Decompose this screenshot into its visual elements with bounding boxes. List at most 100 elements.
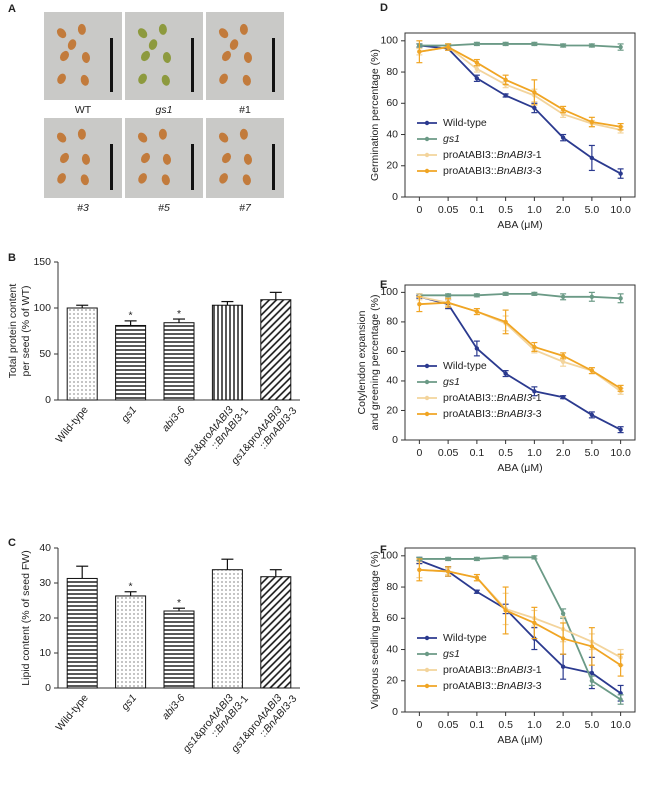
x-tick-label: 0 [416, 204, 422, 216]
x-axis-label: ABA (μM) [497, 462, 542, 474]
bar [211, 304, 243, 401]
y-tick-label: 10 [39, 647, 51, 659]
point [474, 556, 480, 562]
scale-bar [272, 38, 275, 92]
x-tick-label: 0 [416, 447, 422, 459]
y-axis-label: and greening percentage (%) [369, 294, 381, 430]
legend-label: proAtABI3::BnABI3-3 [443, 165, 542, 177]
point [503, 319, 508, 325]
y-tick-label: 150 [33, 256, 51, 268]
y-tick-label: 80 [386, 581, 398, 593]
point [560, 43, 566, 48]
plot-frame [404, 284, 636, 441]
series-line [419, 43, 621, 48]
point [503, 291, 508, 297]
y-tick-label: 0 [45, 682, 51, 694]
seed [158, 23, 167, 35]
scale-bar [272, 144, 275, 190]
x-tick-label: 0.5 [498, 204, 513, 216]
seed [57, 73, 66, 85]
bar [115, 324, 147, 401]
panel-letter: F [380, 544, 387, 556]
x-tick-label: 1.0 [527, 719, 542, 731]
x-tick-label: Wild-type [53, 404, 90, 445]
y-axis-label: Total protein content [7, 284, 19, 379]
y-tick-label: 100 [33, 302, 51, 314]
bar [260, 576, 292, 689]
seed [239, 23, 248, 35]
y-tick-label: 0 [45, 394, 51, 406]
photo-label: WT [75, 104, 92, 116]
y-tick-label: 20 [386, 404, 398, 416]
legend-marker [424, 395, 430, 401]
seed [138, 173, 147, 184]
seed [243, 52, 253, 63]
seed [80, 174, 89, 186]
scale-bar [191, 38, 194, 92]
bar [211, 569, 243, 689]
y-tick-label: 100 [380, 550, 398, 562]
seed [137, 28, 148, 39]
seed [77, 23, 86, 35]
y-tick-label: 30 [39, 577, 51, 589]
y-axis-label: Germination percentage (%) [369, 49, 381, 181]
x-tick-label: 2.0 [556, 719, 571, 731]
x-tick-label: abi3-6 [159, 404, 187, 434]
series-line [419, 292, 621, 300]
y-tick-label: 60 [386, 612, 398, 624]
point [560, 107, 566, 112]
bar [115, 595, 147, 689]
scale-bar [110, 144, 113, 190]
point [589, 412, 595, 418]
x-tick-label: 1.0 [527, 447, 542, 459]
point [618, 171, 623, 176]
series-line [419, 301, 622, 390]
point [589, 294, 595, 300]
x-tick-label: 2.0 [556, 447, 571, 459]
point [560, 135, 566, 140]
legend-marker [424, 363, 430, 369]
legend-label: gs1 [443, 133, 460, 145]
x-tick-label: 0.05 [438, 204, 459, 216]
point [503, 41, 508, 47]
bar [163, 610, 195, 689]
x-tick-label: 5.0 [585, 204, 600, 216]
legend-marker [424, 667, 430, 673]
bar [66, 307, 98, 401]
x-tick-label: 5.0 [585, 447, 600, 459]
point [445, 300, 451, 305]
seed [67, 39, 77, 50]
series-line [419, 295, 622, 431]
x-axis-label: ABA (μM) [497, 219, 542, 231]
significance-mark: * [129, 310, 133, 322]
point [503, 555, 508, 560]
seed [161, 174, 170, 186]
point [560, 359, 566, 364]
legend-label: Wild-type [443, 360, 487, 372]
point [589, 368, 595, 373]
seed [221, 152, 232, 164]
x-tick-label: 0 [416, 719, 422, 731]
seed [148, 39, 158, 50]
seed [59, 50, 70, 62]
point [417, 567, 422, 573]
point [474, 293, 480, 298]
point [445, 44, 451, 50]
point [474, 575, 480, 580]
photo-label: #3 [77, 202, 89, 214]
legend-marker [424, 136, 430, 142]
y-axis-label: Cotylendon expansion [356, 310, 368, 414]
series-line [419, 568, 622, 666]
legend-marker [424, 683, 430, 689]
point [589, 670, 595, 676]
seed [140, 50, 151, 62]
legend-marker [424, 635, 430, 641]
point [503, 371, 508, 376]
legend-label: Wild-type [443, 632, 487, 644]
y-tick-label: 80 [386, 316, 398, 328]
seed [59, 152, 70, 164]
seed [242, 74, 251, 86]
x-tick-label: 0.5 [498, 719, 513, 731]
point [532, 105, 537, 111]
seed [161, 74, 170, 86]
